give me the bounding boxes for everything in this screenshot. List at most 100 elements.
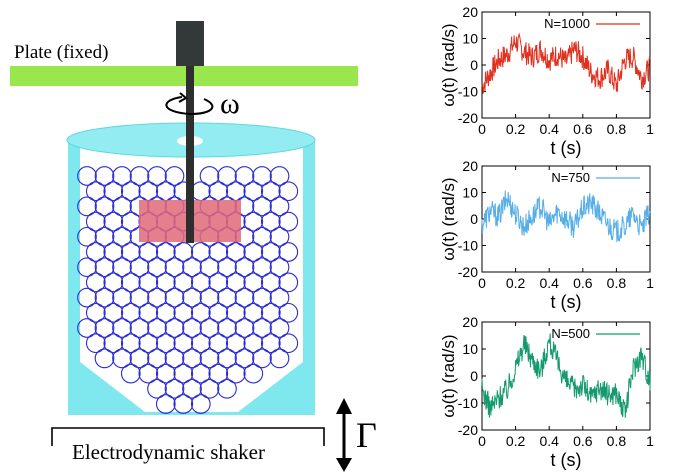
grain — [103, 302, 124, 323]
grain — [120, 333, 141, 354]
grain — [278, 272, 299, 293]
grain — [243, 242, 264, 262]
x-tick-label: 0.8 — [607, 275, 627, 291]
grain — [155, 363, 176, 384]
grain — [173, 333, 194, 354]
grain — [147, 318, 167, 338]
x-axis-label: t (s) — [551, 292, 582, 312]
grain — [225, 333, 246, 354]
omega-label: ω — [220, 87, 240, 120]
grain — [260, 302, 281, 323]
grain — [208, 272, 229, 293]
grain — [269, 226, 290, 247]
x-tick-label: 0 — [478, 275, 486, 291]
grain — [147, 166, 167, 186]
grain — [199, 257, 220, 278]
x-tick-label: 0.2 — [506, 433, 526, 449]
grain — [260, 242, 281, 262]
x-tick-label: 1 — [646, 275, 654, 291]
grain — [260, 181, 281, 202]
y-tick-label: 10 — [462, 185, 478, 201]
grain — [199, 378, 220, 399]
grain — [77, 287, 97, 308]
grain — [243, 363, 264, 384]
grain — [94, 318, 115, 338]
grain — [112, 166, 132, 186]
grain — [269, 287, 290, 308]
grain — [182, 318, 202, 338]
fixed-plate — [10, 66, 358, 86]
grain — [85, 333, 106, 354]
grain — [234, 257, 255, 278]
grain — [77, 226, 97, 247]
y-tick-label: 10 — [462, 341, 478, 357]
x-tick-label: 0.2 — [506, 121, 526, 137]
grain — [155, 242, 176, 262]
grain — [94, 287, 115, 308]
grain — [164, 257, 185, 278]
grain — [77, 166, 97, 186]
y-tick-label: -10 — [458, 395, 478, 411]
grain — [129, 287, 150, 308]
grain — [260, 211, 281, 232]
grain — [85, 242, 106, 262]
grain — [252, 226, 272, 247]
x-tick-label: 0.2 — [506, 275, 526, 291]
grain — [234, 348, 255, 369]
grain — [155, 394, 176, 414]
x-tick-label: 0.4 — [539, 121, 559, 137]
grain — [85, 302, 106, 323]
grain — [234, 287, 255, 308]
grain — [190, 302, 211, 323]
grain — [164, 318, 185, 338]
y-tick-label: -20 — [458, 110, 478, 126]
grain — [173, 272, 194, 293]
vibration-arrow-icon — [336, 398, 352, 472]
grain — [269, 166, 290, 186]
grain — [77, 257, 97, 278]
grain — [278, 333, 299, 354]
y-tick-label: -20 — [458, 422, 478, 438]
y-tick-label: 0 — [470, 57, 478, 73]
grain — [199, 318, 220, 338]
grain — [190, 333, 211, 354]
grain — [103, 181, 124, 202]
grain — [129, 348, 150, 369]
grain — [112, 287, 132, 308]
grain — [252, 287, 272, 308]
grain — [269, 257, 290, 278]
grain — [138, 302, 159, 323]
apparatus-schematic: Plate (fixed) ω Electrodynamic shaker Γ — [10, 21, 377, 472]
chart-panel: -20 -10 0 10 20 0 0.2 0.4 0.6 0.8 1 t (s) ω(t) (rad/… — [439, 4, 654, 158]
grain — [208, 333, 229, 354]
grain — [243, 333, 264, 354]
grain — [199, 287, 220, 308]
grain — [217, 318, 237, 338]
grain — [182, 378, 202, 399]
x-axis-label: t (s) — [551, 450, 582, 470]
grain — [208, 302, 229, 323]
grain — [190, 394, 211, 414]
x-tick-label: 0.8 — [607, 121, 627, 137]
grain — [217, 378, 237, 399]
grain — [103, 333, 124, 354]
x-tick-label: 0.6 — [573, 433, 593, 449]
gamma-label: Γ — [356, 415, 377, 455]
x-tick-label: 1 — [646, 433, 654, 449]
grain — [243, 302, 264, 323]
grain — [217, 257, 237, 278]
grain — [269, 348, 290, 369]
rotation-arrow-icon — [165, 96, 214, 116]
grain — [129, 318, 150, 338]
grain — [278, 181, 299, 202]
y-tick-label: 20 — [462, 314, 478, 330]
grain — [217, 166, 237, 186]
grain — [243, 211, 264, 232]
grain — [260, 272, 281, 293]
grain — [243, 272, 264, 293]
legend-label: N=750 — [551, 170, 590, 185]
grain — [252, 348, 272, 369]
grain — [278, 242, 299, 262]
grain — [164, 287, 185, 308]
